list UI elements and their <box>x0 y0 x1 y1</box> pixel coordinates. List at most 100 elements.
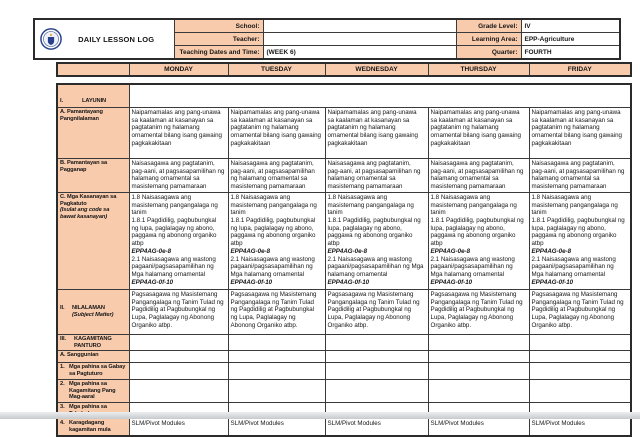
teacher-value-cell <box>262 32 457 46</box>
list-number: 4. <box>60 420 65 427</box>
table-cell: Naisasagawa ang pagtatanim, pag-aani, at… <box>128 158 229 193</box>
cell-text: Naisasagawa ang pagtatanim, pag-aani, at… <box>531 160 625 191</box>
cell-line: 1.8.1 Pagdidilig, pagbubungkal ng lupa, … <box>531 217 625 248</box>
cell-line: 2.1 Naisasagawa ang wastong pagaani/pags… <box>131 255 216 278</box>
row-ref2-label: 2. Mga pahina sa Kagamitang Pang Mag-aara… <box>56 378 130 404</box>
cell-line: 1.8.1 Pagdidilig, pagbubungkal ng lupa, … <box>131 217 217 248</box>
row-sanggunian: A. Sanggunian <box>56 350 632 364</box>
row-kagamitang-panturo: III. KAGAMITANG PANTURO <box>56 333 632 352</box>
section-nilalaman-label: II. NILALAMAN (Subject Matter) <box>56 289 130 335</box>
row-karagdagang-kagamitan: 4. Karagdagang kagamitan mula SLM/Pivot M… <box>56 418 632 437</box>
table-cell <box>128 333 229 352</box>
table-cell: Naipamamalas ang pang-unawa sa kaalaman … <box>427 107 530 159</box>
table-cell <box>324 350 429 364</box>
cell-text: Naipamamalas ang pang-unawa sa kaalaman … <box>531 109 622 147</box>
row-ref4-label: 4. Karagdagang kagamitan mula <box>56 418 130 437</box>
table-cell <box>128 350 229 364</box>
table-cell <box>427 350 530 364</box>
cell-line: 1.8 Naisasagawa ang masistemang panganga… <box>327 194 414 217</box>
table-cell: 1.8 Naisasagawa ang masistemang panganga… <box>128 192 229 290</box>
table-cell: Naipamamalas ang pang-unawa sa kaalaman … <box>528 107 632 159</box>
table-cell: Naisasagawa ang pagtatanim, pag-aani, at… <box>427 158 530 193</box>
row-c-label-text: C. Mga Kasanayan sa Pagkatuto <box>60 194 117 207</box>
section-number: II. <box>60 305 65 312</box>
cell-text: Pagsasagawa ng Masistemang Pangangalaga … <box>131 291 224 329</box>
cell-line: 1.8 Naisasagawa ang masistemang panganga… <box>131 194 218 217</box>
learning-area-value: EPP-Agriculture <box>520 32 621 46</box>
cell-text: Pagsasagawa ng Masistemang Pangangalaga … <box>531 291 624 329</box>
section-nilalaman-note: (Subject Matter) <box>72 312 114 318</box>
logo-title-cell: DAILY LESSON LOG <box>33 18 175 60</box>
layunin-empty-cell <box>128 83 632 108</box>
school-value-cell <box>262 18 457 33</box>
cell-line: 1.8 Naisasagawa ang masistemang panganga… <box>531 194 618 217</box>
competency-code: EPP4AG-0f-10 <box>430 278 473 286</box>
page-bottom-shadow <box>0 412 640 419</box>
day-header-friday: FRIDAY <box>528 62 632 77</box>
table-cell <box>227 378 326 404</box>
table-cell: SLM/Pivot Modules <box>128 418 229 437</box>
table-cell <box>528 333 632 352</box>
section-label-line: I. LAYUNIN <box>60 98 126 105</box>
table-cell: Naisasagawa ang pagtatanim, pag-aani, at… <box>227 158 326 193</box>
section-panturo-label: III. KAGAMITANG PANTURO <box>56 333 130 352</box>
row-kagamitang-pang-mag-aaral: 2. Mga pahina sa Kagamitang Pang Mag-aara… <box>56 378 632 404</box>
table-cell <box>427 333 530 352</box>
day-header-thursday: THURSDAY <box>427 62 530 77</box>
table-cell <box>427 378 530 404</box>
cell-line: 1.8 Naisasagawa ang masistemang panganga… <box>230 194 317 217</box>
table-cell: Pagsasagawa ng Masistemang Pangangalaga … <box>128 289 229 335</box>
list-label-line: 4. Karagdagang kagamitan mula <box>60 420 126 433</box>
header-table: DAILY LESSON LOG School: Grade Level: IV… <box>33 18 621 60</box>
table-cell <box>227 350 326 364</box>
row-pamantayang-pangnilalaman: A. Pamantayang Pangnilalaman Naipamamala… <box>56 107 632 159</box>
cell-text: Pagsasagawa ng Masistemang Pangangalaga … <box>430 291 523 329</box>
row-gabay-sa-pagtuturo: 1. Mga pahina sa Gabay sa Pagtuturo <box>56 362 632 380</box>
list-label-line: 1. Mga pahina sa Gabay sa Pagtuturo <box>60 364 126 377</box>
competency-code: EPP4AG-0f-10 <box>531 278 574 286</box>
table-cell: 1.8 Naisasagawa ang masistemang panganga… <box>227 192 326 290</box>
competency-code: EPP4AG-0f-10 <box>131 278 174 286</box>
row-a-label: A. Pamantayang Pangnilalaman <box>56 107 130 159</box>
deped-seal-icon <box>40 28 62 50</box>
cell-text: Naipamamalas ang pang-unawa sa kaalaman … <box>230 109 321 147</box>
cell-text: Naipamamalas ang pang-unawa sa kaalaman … <box>131 109 222 147</box>
table-cell: Naipamamalas ang pang-unawa sa kaalaman … <box>128 107 229 159</box>
table-cell: Naisasagawa ang pagtatanim, pag-aani, at… <box>528 158 632 193</box>
table-cell: Pagsasagawa ng Masistemang Pangangalaga … <box>528 289 632 335</box>
list-label-line: 2. Mga pahina sa Kagamitang Pang Mag-aara… <box>60 381 126 401</box>
table-cell: Pagsasagawa ng Masistemang Pangangalaga … <box>427 289 530 335</box>
section-number: I. <box>60 98 63 105</box>
row-layunin: I. LAYUNIN <box>56 83 632 108</box>
table-cell: Naisasagawa ang pagtatanim, pag-aani, at… <box>324 158 429 193</box>
corner-cell <box>56 62 130 77</box>
logo-title-wrap: DAILY LESSON LOG <box>38 28 171 50</box>
table-cell: Pagsasagawa ng Masistemang Pangangalaga … <box>324 289 429 335</box>
competency-code: EPP4AG-0f-10 <box>230 278 273 286</box>
cell-text: Pagsasagawa ng Masistemang Pangangalaga … <box>327 291 420 329</box>
row-sanggunian-label: A. Sanggunian <box>56 350 130 364</box>
learning-area-label: Learning Area: <box>455 32 522 46</box>
daily-lesson-log-page: DAILY LESSON LOG School: Grade Level: IV… <box>0 18 640 437</box>
competency-code: EPP4AG-0f-10 <box>327 278 370 286</box>
competency-code: EPP4AG-0e-8 <box>531 247 572 255</box>
lesson-log-body-table: I. LAYUNIN A. Pamantayang Pangnilalaman N… <box>56 83 633 437</box>
cell-line: 2.1 Naisasagawa ang wastong pagaani/pags… <box>230 255 315 278</box>
table-cell: SLM/Pivot Modules <box>427 418 530 437</box>
cell-text: Naisasagawa ang pagtatanim, pag-aani, at… <box>230 160 315 191</box>
row-nilalaman: II. NILALAMAN (Subject Matter) Pagsasagaw… <box>56 289 632 335</box>
section-number: III. <box>60 336 66 342</box>
row-kasanayan-sa-pagkatuto: C. Mga Kasanayan sa Pagkatuto (Isulat an… <box>56 192 632 290</box>
list-text: Mga pahina sa Gabay sa Pagtuturo <box>69 364 126 378</box>
list-number: 2. <box>60 380 65 387</box>
section-title: NILALAMAN <box>72 305 105 312</box>
list-text: Mga pahina sa Kagamitang Pang Mag-aaral <box>69 380 116 401</box>
cell-line: 1.8.1 Pagdidilig, pagbubungkal ng lupa, … <box>430 217 524 248</box>
cell-text: Pagsasagawa ng Masistemang Pangangalaga … <box>230 291 317 329</box>
cell-line: 2.1 Naisasagawa ang wastong pagaani/pags… <box>531 255 616 278</box>
section-title: LAYUNIN <box>82 98 107 105</box>
day-header-monday: MONDAY <box>128 62 229 77</box>
competency-code: EPP4AG-0e-8 <box>131 247 172 255</box>
cell-text: Naipamamalas ang pang-unawa sa kaalaman … <box>327 109 418 147</box>
table-cell <box>528 350 632 364</box>
